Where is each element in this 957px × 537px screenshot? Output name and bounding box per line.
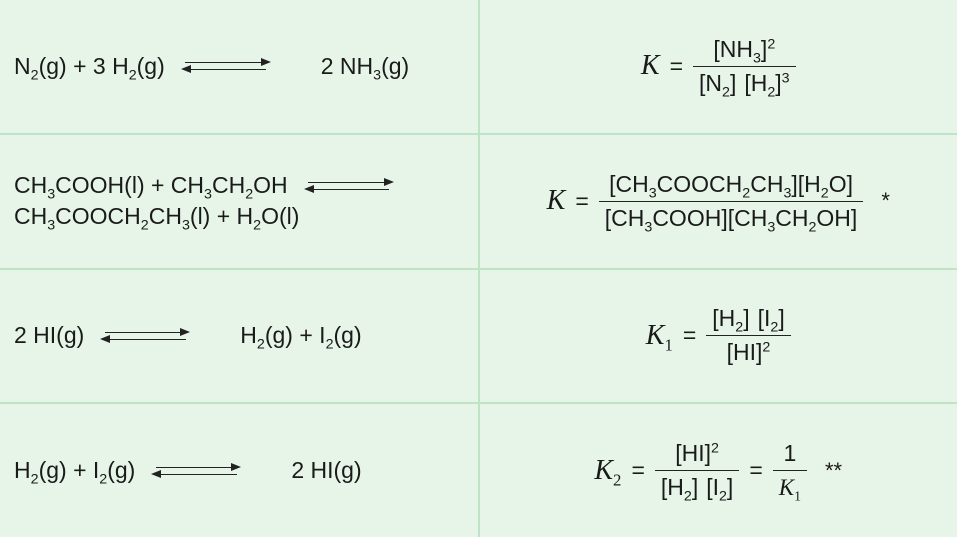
numerator: [HI]2	[669, 437, 725, 470]
equilibrium-arrow-icon	[304, 177, 394, 195]
k-variable: K1	[646, 320, 673, 352]
footnote-marker: *	[881, 188, 890, 214]
denominator: [CH3COOH][CH3CH2OH]	[599, 202, 864, 235]
table-row: 2 HI(g) H2(g) + I2(g) K1 = [H2][I2] [HI]…	[0, 268, 957, 403]
footnote-marker: **	[825, 458, 842, 484]
equilibrium-arrow-icon	[181, 57, 271, 75]
reactants: CH3COOH(l) + CH3CH2OH	[14, 172, 288, 199]
products: CH3COOCH2CH3(l) + H2O(l)	[14, 203, 299, 230]
denominator: [H2][I2]	[655, 471, 739, 504]
table-row: N2(g) + 3 H2(g) 2 NH3(g) K = [NH3]2 [N2]…	[0, 0, 957, 133]
k-variable: K	[641, 50, 660, 82]
equilibrium-arrow-icon	[151, 462, 241, 480]
reactants: H2(g) + I2(g)	[14, 457, 135, 484]
fraction: [HI]2 [H2][I2]	[655, 437, 739, 504]
constant-cell: K1 = [H2][I2] [HI]2	[480, 270, 957, 403]
fraction: [CH3COOCH2CH3][H2O] [CH3COOH][CH3CH2OH]	[599, 168, 864, 235]
reaction-cell: 2 HI(g) H2(g) + I2(g)	[0, 270, 480, 403]
reaction-cell: H2(g) + I2(g) 2 HI(g)	[0, 404, 480, 537]
reaction-cell: CH3COOH(l) + CH3CH2OH CH3COOCH2CH3(l) + …	[0, 135, 480, 268]
products: 2 HI(g)	[291, 457, 361, 484]
fraction-extra: 1 K1	[773, 437, 807, 504]
numerator: 1	[777, 437, 802, 470]
products: 2 NH3(g)	[321, 53, 409, 80]
numerator: [H2][I2]	[706, 302, 790, 335]
reactants: N2(g) + 3 H2(g)	[14, 53, 165, 80]
constant-cell: K2 = [HI]2 [H2][I2] = 1 K1 **	[480, 404, 957, 537]
constant-cell: K = [CH3COOCH2CH3][H2O] [CH3COOH][CH3CH2…	[480, 135, 957, 268]
constant-cell: K = [NH3]2 [N2][H2]3	[480, 0, 957, 133]
products: H2(g) + I2(g)	[240, 322, 361, 349]
reaction-cell: N2(g) + 3 H2(g) 2 NH3(g)	[0, 0, 480, 133]
denominator: [N2][H2]3	[693, 67, 796, 100]
k-variable: K	[547, 185, 566, 217]
table-row: H2(g) + I2(g) 2 HI(g) K2 = [HI]2 [H2][I2…	[0, 402, 957, 537]
fraction: [NH3]2 [N2][H2]3	[693, 33, 796, 100]
reactants: 2 HI(g)	[14, 322, 84, 349]
denominator: K1	[773, 471, 807, 504]
numerator: [NH3]2	[707, 33, 781, 66]
table-row: CH3COOH(l) + CH3CH2OH CH3COOCH2CH3(l) + …	[0, 133, 957, 268]
numerator: [CH3COOCH2CH3][H2O]	[603, 168, 859, 201]
equilibrium-table: N2(g) + 3 H2(g) 2 NH3(g) K = [NH3]2 [N2]…	[0, 0, 957, 537]
denominator: [HI]2	[721, 336, 777, 369]
fraction: [H2][I2] [HI]2	[706, 302, 790, 369]
k-variable: K2	[594, 455, 621, 487]
equilibrium-arrow-icon	[100, 327, 190, 345]
